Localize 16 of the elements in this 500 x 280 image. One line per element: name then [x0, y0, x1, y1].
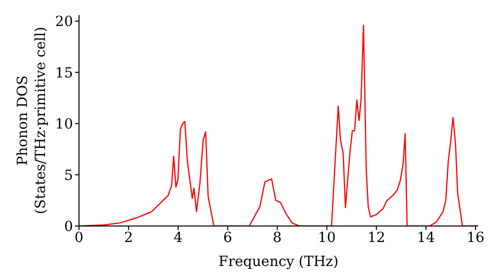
x-tick-label: 12	[367, 230, 386, 246]
y-tick-label: 5	[64, 168, 73, 184]
x-axis-title: Frequency (THz)	[218, 254, 339, 270]
x-tick-label: 6	[223, 230, 232, 246]
x-tick-label: 14	[417, 230, 435, 246]
x-tick-label: 0	[74, 230, 84, 246]
y-tick-label: 0	[64, 218, 73, 235]
y-axis-title: Phonon DOS (States/THz·primitive cell)	[15, 26, 49, 214]
y-tick-label: 20	[55, 14, 73, 30]
x-tick-label: 16	[466, 230, 485, 246]
y-tick-label: 15	[55, 65, 73, 82]
x-tick-label: 10	[318, 230, 336, 246]
y-tick-label: 10	[55, 116, 73, 133]
x-tick-label: 8	[272, 230, 282, 246]
x-tick-label: 4	[174, 230, 183, 246]
x-tick-label: 2	[124, 230, 134, 246]
